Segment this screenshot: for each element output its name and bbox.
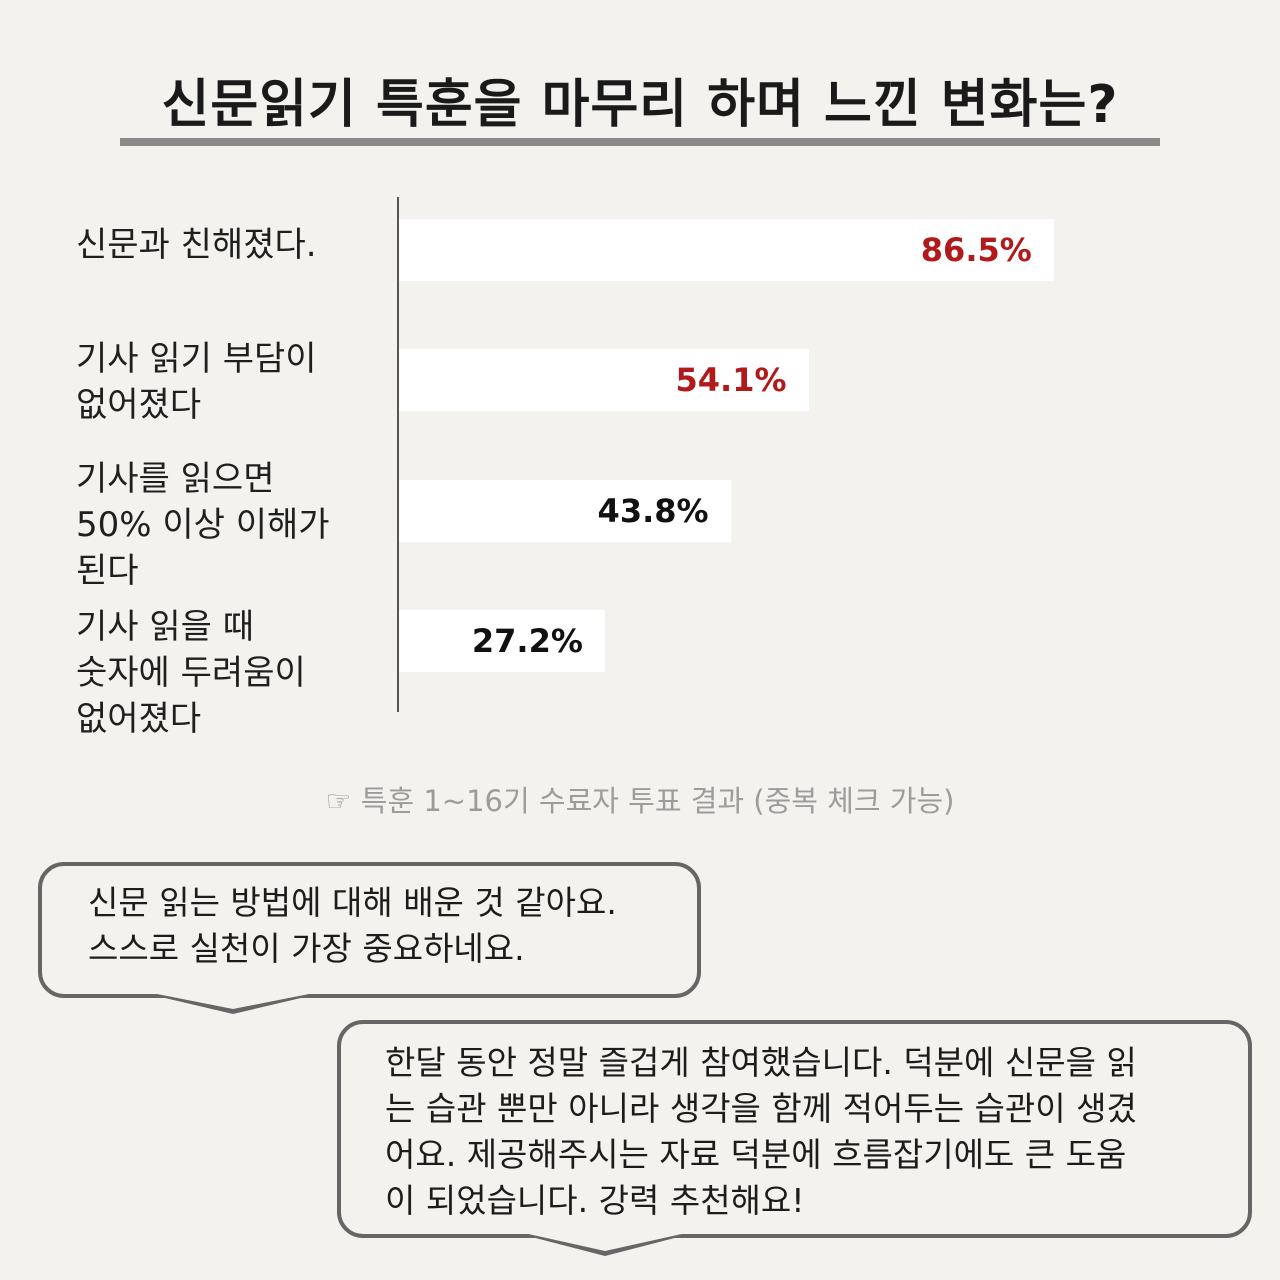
comment-bubble-1: 신문 읽는 방법에 대해 배운 것 같아요. 스스로 실천이 가장 중요하네요. (38, 862, 701, 998)
data-label: 27.2% (471, 622, 583, 660)
category-label: 기사 읽을 때 숫자에 두려움이 없어졌다 (76, 607, 306, 739)
category-label: 신문과 친해졌다. (76, 225, 317, 265)
title-underline (120, 138, 1160, 146)
comment-bubble-2: 한달 동안 정말 즐겁게 참여했습니다. 덕분에 신문을 읽 는 습관 뿐만 아… (337, 1020, 1252, 1238)
y-axis-line (397, 197, 399, 712)
category-label: 기사 읽기 부담이 없어졌다 (76, 339, 317, 425)
speech-bubble-tail-fill (152, 993, 314, 1009)
data-label: 86.5% (920, 231, 1032, 269)
bar (399, 219, 1054, 281)
survey-note: ☞ 특훈 1~16기 수료자 투표 결과 (중복 체크 가능) (325, 784, 955, 818)
data-label: 43.8% (597, 492, 709, 530)
bar (399, 349, 809, 411)
bar (399, 480, 731, 542)
data-label: 54.1% (675, 361, 787, 399)
chart-title: 신문읽기 특훈을 마무리 하며 느낀 변화는? (161, 75, 1119, 135)
bar (399, 610, 605, 672)
category-label: 기사를 읽으면 50% 이상 이해가 된다 (76, 459, 330, 591)
speech-bubble-tail-fill (524, 1233, 686, 1251)
